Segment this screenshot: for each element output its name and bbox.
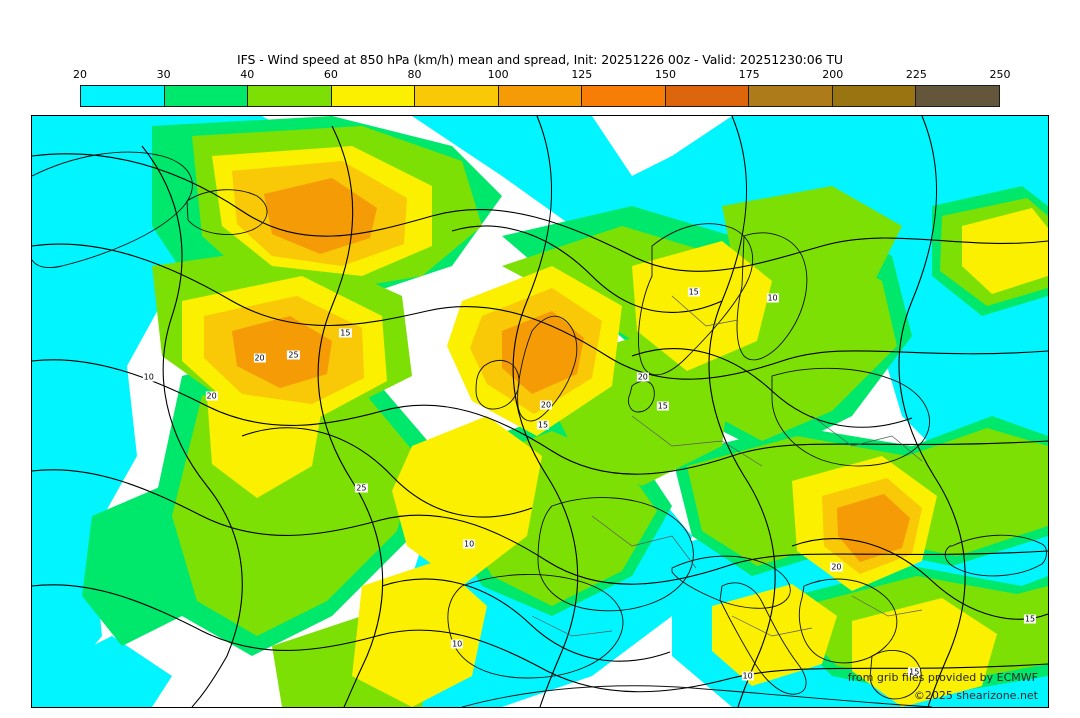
contour-label: 20	[636, 372, 649, 382]
map-panel[interactable]: 15 20 25 20 10 25 20 15 10 15 10 20 15 10 10 15 20 15 fro…	[31, 115, 1049, 708]
spread-contour-lines	[32, 116, 1048, 707]
attribution-copyright: ©2025 shearizone.net	[913, 689, 1038, 702]
colorbar-tick-20: 20	[73, 68, 87, 81]
colorbar-tick-125: 125	[571, 68, 593, 81]
contour-label: 15	[339, 328, 352, 338]
colorbar-segment-100-125	[498, 86, 583, 106]
colorbar-segment-225-250	[916, 86, 1000, 106]
colorbar-segment-200-225	[832, 86, 917, 106]
contour-label: 25	[287, 350, 300, 360]
colorbar-tick-175: 175	[738, 68, 760, 81]
colorbar-tick-60: 60	[323, 68, 338, 81]
contour-label: 15	[687, 287, 700, 297]
contour-label-layer: 15 20 25 20 10 25 20 15 10 15 10 20 15 10 10 15 20 15	[32, 116, 1048, 707]
colorbar-gradient	[80, 85, 1000, 107]
colorbar-tick-labels: 20 30 40 60 80 100 125 150 175 200 225 250	[73, 68, 1011, 82]
contour-label: 10	[451, 639, 464, 649]
colorbar-tick-100: 100	[487, 68, 509, 81]
colorbar-tick-225: 225	[905, 68, 927, 81]
colorbar-segment-60-80	[331, 86, 416, 106]
contour-label: 15	[536, 420, 550, 430]
colorbar-segment-30-40	[164, 86, 249, 106]
colorbar-tick-40: 40	[240, 68, 255, 81]
colorbar-tick-80: 80	[407, 68, 422, 81]
map-canvas	[32, 116, 1048, 707]
colorbar-tick-150: 150	[654, 68, 676, 81]
contour-label: 20	[830, 562, 843, 572]
contour-label: 20	[205, 391, 218, 401]
colorbar-tick-200: 200	[822, 68, 844, 81]
colorbar	[80, 85, 1000, 107]
contour-label: 20	[253, 353, 266, 363]
colorbar-tick-30: 30	[156, 68, 171, 81]
attribution-source: from grib files provided by ECMWF	[847, 671, 1038, 684]
colorbar-segment-125-150	[582, 86, 666, 106]
colorbar-segment-175-200	[749, 86, 833, 106]
colorbar-segment-40-60	[248, 86, 332, 106]
contour-label: 10	[741, 671, 754, 681]
contour-label: 15	[1023, 614, 1037, 624]
contour-label: 15	[908, 667, 921, 677]
colorbar-segment-80-100	[415, 86, 499, 106]
colorbar-segment-20-30	[81, 86, 165, 106]
contour-label: 10	[766, 293, 779, 303]
colorbar-tick-250: 250	[989, 68, 1011, 81]
contour-label: 25	[355, 483, 368, 493]
contour-label: 10	[142, 372, 155, 382]
colorbar-segment-150-175	[665, 86, 750, 106]
contour-label: 15	[656, 401, 669, 411]
chart-title: IFS - Wind speed at 850 hPa (km/h) mean …	[237, 52, 843, 67]
contour-label: 20	[539, 400, 553, 410]
contour-label: 10	[463, 539, 476, 549]
